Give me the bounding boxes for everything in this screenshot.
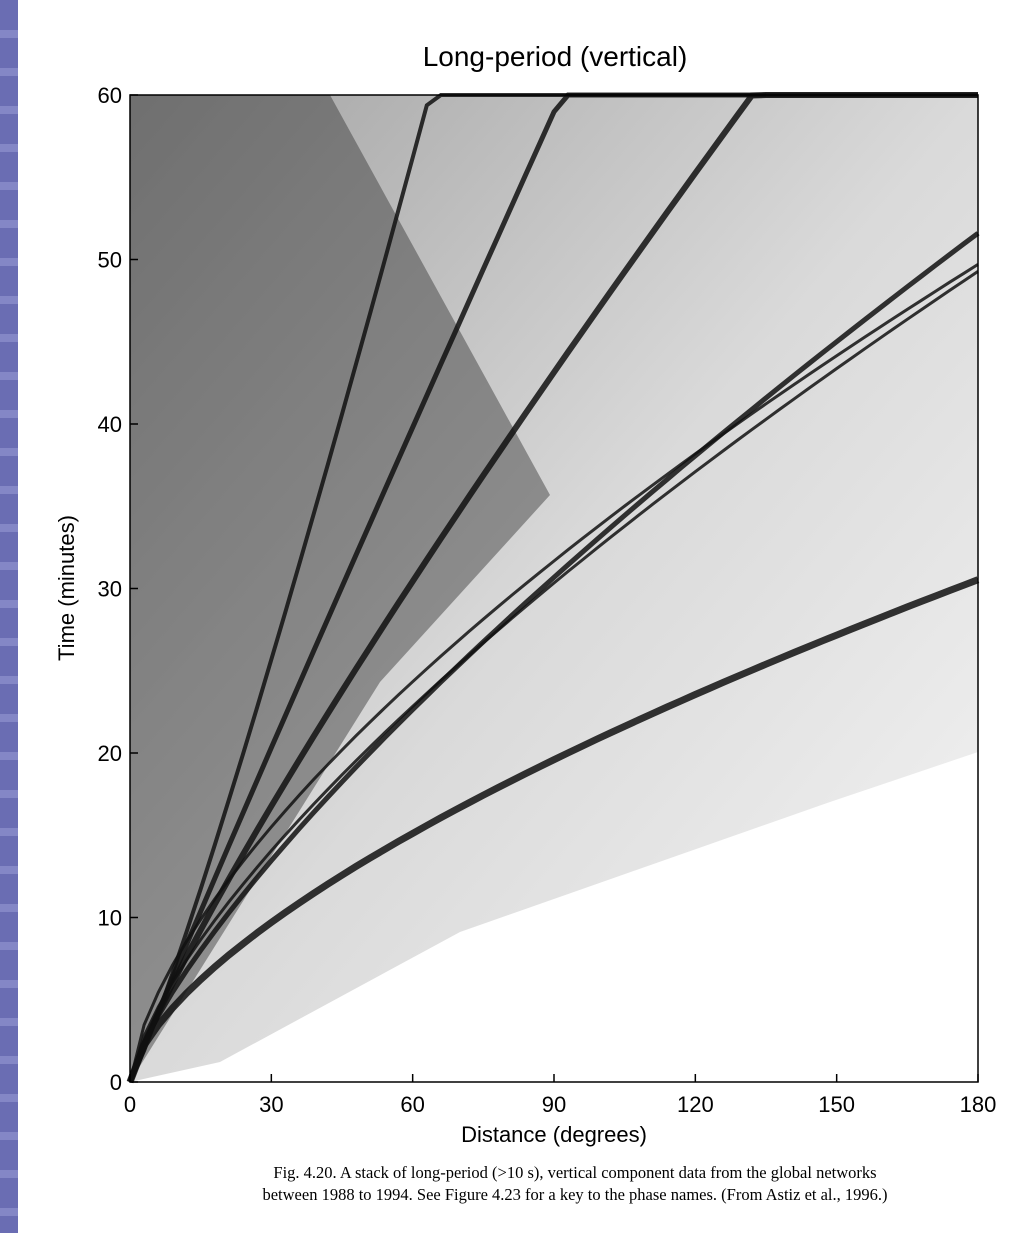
y-tick-label: 60	[98, 83, 122, 108]
phase-curve	[126, 576, 980, 1084]
noise-region	[130, 95, 978, 1082]
y-tick-label: 40	[98, 412, 122, 437]
phase-curve	[128, 263, 979, 1083]
y-tick-label: 50	[98, 248, 122, 273]
x-tick-label: 0	[124, 1092, 136, 1117]
x-tick-label: 30	[259, 1092, 283, 1117]
y-tick-label: 10	[98, 906, 122, 931]
plot-area	[126, 92, 980, 1084]
x-axis-label: Distance (degrees)	[461, 1122, 647, 1147]
x-tick-label: 90	[542, 1092, 566, 1117]
x-tick-label: 60	[400, 1092, 424, 1117]
y-tick-label: 20	[98, 741, 122, 766]
y-tick-label: 0	[110, 1070, 122, 1095]
phase-curve	[128, 270, 979, 1083]
x-tick-label: 150	[818, 1092, 855, 1117]
x-tick-label: 180	[960, 1092, 997, 1117]
caption-line: Fig. 4.20. A stack of long-period (>10 s…	[273, 1163, 876, 1182]
x-tick-label: 120	[677, 1092, 714, 1117]
slide-border	[0, 0, 18, 1233]
y-axis-label: Time (minutes)	[54, 515, 79, 661]
phase-curve	[127, 231, 980, 1083]
chart-title: Long-period (vertical)	[423, 41, 688, 72]
caption-line: between 1988 to 1994. See Figure 4.23 fo…	[262, 1185, 887, 1204]
y-tick-label: 30	[98, 577, 122, 602]
